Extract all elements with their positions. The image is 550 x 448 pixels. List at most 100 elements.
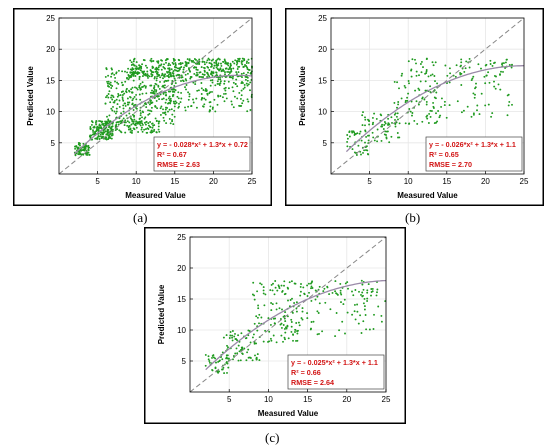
chart-a-point-1119 (178, 102, 180, 105)
chart-c-point-351 (362, 302, 365, 305)
chart-a-point-1210 (175, 101, 178, 104)
chart-a-point-510 (138, 122, 141, 125)
chart-a-point-648 (117, 92, 120, 95)
chart-a-point-466 (132, 79, 135, 82)
chart-c-point-238 (302, 286, 305, 289)
chart-b-point-135 (430, 110, 433, 112)
chart-a-point-1269 (155, 83, 158, 86)
chart-c-point-26 (211, 368, 214, 371)
chart-c-point-168 (285, 327, 288, 330)
chart-a-point-92 (92, 130, 95, 133)
chart-b-point-95 (361, 124, 364, 127)
chart-b-point-102 (372, 121, 375, 124)
chart-a-point-298 (131, 129, 134, 132)
chart-b-point-230 (452, 74, 455, 77)
chart-a-point-828 (134, 75, 137, 77)
chart-a-point-1265 (202, 105, 205, 108)
chart-a-point-502 (126, 71, 129, 74)
chart-a-point-641 (133, 104, 135, 107)
chart-c-point-268 (256, 290, 259, 293)
chart-b-point-205 (465, 60, 468, 63)
chart-a-point-363 (121, 94, 124, 96)
chart-b-point-283 (473, 96, 476, 99)
chart-a-point-532 (110, 96, 112, 99)
chart-b-point-278 (476, 109, 478, 112)
chart-c-point-142 (275, 308, 278, 311)
chart-a-point-640 (120, 91, 123, 93)
chart-b-point-121 (424, 80, 427, 83)
chart-a-point-560 (127, 103, 130, 106)
chart-a-point-335 (146, 127, 149, 130)
chart-a-point-1061 (217, 62, 220, 65)
chart-b-point-111 (425, 103, 428, 106)
chart-b-point-298 (462, 109, 465, 112)
chart-b-ytick-label-2: 15 (318, 76, 327, 85)
chart-a-point-203 (110, 127, 113, 130)
chart-b-point-174 (419, 80, 422, 83)
chart-a-point-664 (138, 118, 141, 120)
chart-a-point-1231 (224, 89, 227, 92)
chart-b-point-236 (414, 58, 416, 61)
chart-b-point-294 (432, 105, 435, 108)
chart-a-point-1153 (195, 97, 198, 100)
chart-b-point-86 (388, 123, 391, 126)
chart-c-point-74 (255, 342, 258, 345)
chart-a-point-591 (105, 96, 107, 99)
chart-b-point-317 (443, 104, 446, 107)
chart-b-point-229 (472, 75, 475, 78)
chart-a-point-309 (130, 123, 133, 126)
chart-a-point-301 (118, 129, 121, 132)
chart-a-point-475 (124, 70, 126, 73)
chart-b-point-167 (396, 106, 398, 109)
chart-c-point-291 (344, 332, 346, 335)
chart-a-point-212 (98, 120, 101, 122)
chart-a-point-1164 (211, 106, 214, 109)
chart-c-point-188 (257, 304, 260, 307)
chart-c-point-172 (296, 330, 299, 333)
chart-b-axes-box (330, 17, 525, 175)
chart-a-point-337 (123, 124, 126, 127)
chart-a-point-1012 (173, 58, 175, 61)
chart-a-point-1170 (192, 81, 195, 84)
chart-a-xlabel: Measured Value (125, 191, 186, 200)
chart-c-point-124 (287, 299, 289, 302)
chart-b-point-28 (354, 133, 357, 135)
chart-b-point-248 (415, 74, 418, 77)
chart-b-point-119 (418, 89, 421, 91)
chart-a-point-1165 (163, 75, 166, 78)
chart-a-point-570 (117, 121, 120, 123)
chart-b-point-40 (368, 134, 370, 137)
chart-c-point-82 (233, 335, 236, 338)
chart-a-point-1272 (167, 90, 170, 93)
chart-a-point-1218 (219, 95, 222, 97)
chart-a-point-645 (145, 92, 148, 95)
chart-a-point-424 (171, 120, 174, 123)
chart-b-point-101 (398, 122, 401, 125)
chart-a-point-1208 (155, 77, 158, 80)
chart-a-point-270 (140, 126, 143, 129)
chart-b-point-67 (395, 115, 398, 118)
chart-c-point-334 (318, 332, 320, 335)
chart-c-point-119 (287, 337, 290, 340)
chart-a-point-839 (198, 58, 201, 61)
chart-a-point-341 (116, 95, 119, 98)
chart-a-point-1139 (246, 79, 249, 82)
chart-a-point-1256 (204, 98, 207, 101)
chart-b-point-232 (429, 74, 432, 77)
chart-b-point-147 (411, 112, 414, 114)
chart-c-point-289 (310, 321, 313, 323)
chart-a-point-825 (169, 64, 172, 67)
chart-c-point-350 (300, 317, 303, 320)
chart-a-point-1259 (202, 89, 205, 91)
chart-a-point-1064 (230, 70, 233, 73)
chart-c-point-346 (372, 328, 375, 330)
chart-c-point-86 (231, 339, 234, 342)
chart-a-point-89 (90, 123, 93, 126)
chart-a-point-932 (178, 68, 181, 71)
chart-panel-a: 5 10 15 20 25 5 10 15 20 25 Measured Value Predicte… (13, 8, 272, 206)
chart-a-point-1198 (165, 80, 168, 82)
chart-a-point-395 (141, 75, 144, 78)
chart-a-point-558 (120, 112, 123, 115)
chart-a-point-593 (155, 119, 158, 122)
chart-b-point-78 (383, 121, 386, 123)
